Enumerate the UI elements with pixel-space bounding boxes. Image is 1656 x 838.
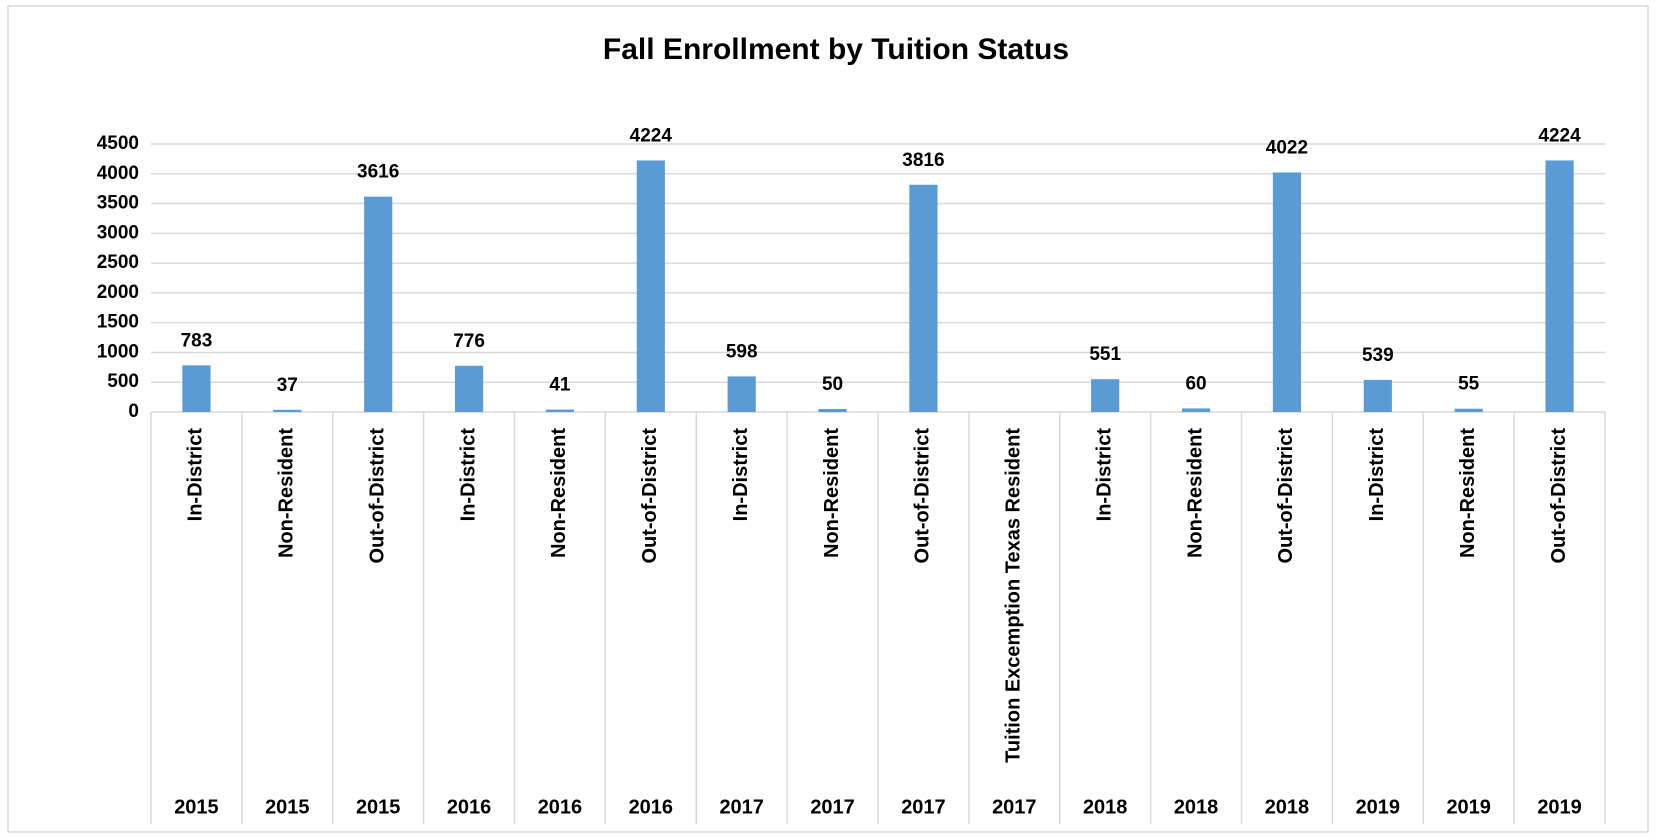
y-tick-label: 3500 bbox=[97, 193, 139, 214]
x-group-label: 2015 bbox=[174, 796, 219, 818]
x-tick-label: In-District bbox=[185, 428, 207, 522]
bar bbox=[1272, 172, 1302, 412]
x-group-label: 2018 bbox=[1083, 796, 1128, 818]
y-tick-label: 4500 bbox=[97, 133, 139, 154]
value-label: 4224 bbox=[630, 125, 673, 146]
x-tick-label: In-District bbox=[457, 428, 479, 522]
x-tick-label: Non-Resident bbox=[548, 428, 570, 558]
value-label: 4022 bbox=[1266, 137, 1308, 158]
value-label: 539 bbox=[1362, 345, 1394, 366]
x-group-label: 2015 bbox=[265, 796, 310, 818]
x-tick-label: In-District bbox=[1093, 428, 1115, 522]
x-tick-label: Out-of-District bbox=[366, 428, 388, 564]
value-label: 3616 bbox=[357, 162, 399, 183]
bar bbox=[182, 365, 211, 412]
value-label: 598 bbox=[726, 341, 758, 362]
x-tick-label: Out-of-District bbox=[1548, 428, 1570, 564]
chart-frame bbox=[7, 5, 1649, 833]
value-label: 776 bbox=[453, 331, 485, 352]
bar bbox=[364, 196, 393, 412]
x-group-label: 2016 bbox=[538, 796, 583, 818]
x-group-label: 2017 bbox=[901, 796, 946, 818]
bar bbox=[909, 184, 938, 412]
x-group-label: 2015 bbox=[356, 796, 401, 818]
x-tick-label: Out-of-District bbox=[639, 428, 661, 564]
x-tick-label: In-District bbox=[730, 428, 752, 522]
x-tick-label: Non-Resident bbox=[1184, 428, 1206, 558]
bar bbox=[636, 160, 665, 412]
x-group-label: 2017 bbox=[719, 796, 764, 818]
x-group-label: 2017 bbox=[810, 796, 855, 818]
x-group-label: 2018 bbox=[1174, 796, 1219, 818]
value-label: 37 bbox=[277, 375, 298, 396]
y-tick-label: 2500 bbox=[97, 252, 139, 273]
bar bbox=[1363, 379, 1392, 412]
x-tick-label: Non-Resident bbox=[821, 428, 843, 558]
value-label: 41 bbox=[549, 375, 571, 396]
y-tick-label: 4000 bbox=[97, 163, 139, 184]
bar bbox=[818, 409, 847, 412]
x-tick-label: Non-Resident bbox=[276, 428, 298, 558]
value-label: 4224 bbox=[1538, 125, 1581, 146]
x-group-label: 2016 bbox=[447, 796, 492, 818]
bar bbox=[1181, 408, 1211, 412]
bar bbox=[1545, 160, 1574, 412]
x-tick-label: Non-Resident bbox=[1457, 428, 1479, 558]
x-tick-label: Tuition Excemption Texas Resident bbox=[1003, 428, 1025, 763]
y-tick-label: 1500 bbox=[97, 312, 139, 333]
bar bbox=[1091, 379, 1120, 412]
bar bbox=[727, 376, 756, 412]
bar bbox=[454, 365, 484, 412]
x-tick-label: In-District bbox=[1366, 428, 1388, 522]
x-group-label: 2016 bbox=[629, 796, 674, 818]
x-group-label: 2018 bbox=[1265, 796, 1310, 818]
y-tick-label: 500 bbox=[107, 371, 139, 392]
value-label: 783 bbox=[181, 330, 213, 351]
x-tick-label: Out-of-District bbox=[1275, 428, 1297, 564]
bar bbox=[545, 409, 575, 412]
x-group-label: 2019 bbox=[1537, 796, 1582, 818]
value-label: 551 bbox=[1089, 344, 1121, 365]
value-label: 3816 bbox=[902, 150, 944, 171]
y-tick-label: 2000 bbox=[97, 282, 139, 303]
y-tick-label: 0 bbox=[128, 401, 139, 422]
value-label: 55 bbox=[1458, 374, 1480, 395]
bar bbox=[273, 409, 302, 412]
y-tick-label: 3000 bbox=[97, 222, 139, 243]
chart-title: Fall Enrollment by Tuition Status bbox=[603, 33, 1069, 66]
x-tick-label: Out-of-District bbox=[912, 428, 934, 564]
value-label: 60 bbox=[1185, 373, 1206, 394]
x-group-label: 2019 bbox=[1446, 796, 1491, 818]
x-group-label: 2019 bbox=[1356, 796, 1401, 818]
y-tick-label: 1000 bbox=[97, 341, 139, 362]
bar bbox=[1454, 408, 1483, 412]
value-label: 50 bbox=[822, 374, 843, 395]
x-group-label: 2017 bbox=[992, 796, 1037, 818]
